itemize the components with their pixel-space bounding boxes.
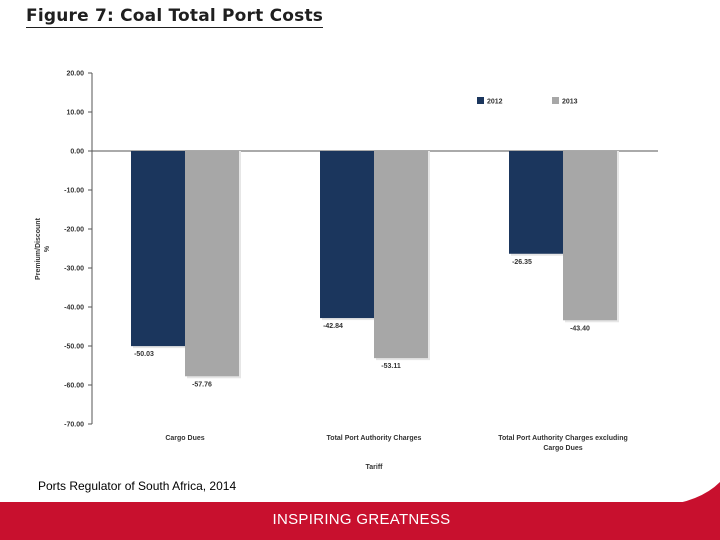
y-axis-title: % xyxy=(44,245,51,252)
data-label: -43.40 xyxy=(570,325,590,332)
y-tick-label: 20.00 xyxy=(66,71,84,78)
y-tick-label: 0.00 xyxy=(70,149,84,156)
y-axis-title: Premium/Discount xyxy=(35,217,42,280)
data-label: -57.76 xyxy=(192,381,212,388)
x-axis-title: Tariff xyxy=(366,464,384,471)
bar-chart: 20.00 10.00 0.00 -10.00 -20.00 -30.00 -40.00 -5… xyxy=(35,71,658,471)
y-tick-label: -10.00 xyxy=(64,188,84,195)
x-axis-categories: Cargo Dues Total Port Authority Charges To… xyxy=(165,435,627,452)
footer-bar xyxy=(0,502,720,540)
x-category-label: Total Port Authority Charges xyxy=(327,435,422,442)
data-label: -26.35 xyxy=(512,259,532,266)
bar-2012-3 xyxy=(509,151,563,254)
y-tick-label: -70.00 xyxy=(64,422,84,429)
figure-title: Figure 7: Coal Total Port Costs xyxy=(26,6,324,28)
bar-2013-2 xyxy=(374,151,428,359)
axis-titles: Tariff Premium/Discount% xyxy=(35,217,383,471)
legend-label-2013: 2013 xyxy=(562,99,578,106)
bar-2013-3 xyxy=(563,151,617,321)
legend-label-2012: 2012 xyxy=(487,99,503,106)
data-label: -53.11 xyxy=(381,363,401,370)
bar-2012-2 xyxy=(320,151,374,319)
bars xyxy=(131,151,619,379)
y-tick-label: 10.00 xyxy=(66,110,84,117)
footer-curve-decoration xyxy=(660,482,720,506)
legend-swatch-2012 xyxy=(477,97,484,104)
footer-slogan: INSPIRING GREATNESS xyxy=(272,511,451,528)
y-tick-label: -40.00 xyxy=(64,305,84,312)
y-tick-label: -30.00 xyxy=(64,266,84,273)
legend-swatch-2013 xyxy=(552,97,559,104)
y-tick-label: -20.00 xyxy=(64,227,84,234)
legend: 2012 2013 xyxy=(477,97,578,106)
x-category-label: Total Port Authority Charges excluding xyxy=(498,435,628,442)
bar-2012-1 xyxy=(131,151,185,347)
source-note: Ports Regulator of South Africa, 2014 xyxy=(38,479,237,493)
x-category-label: Cargo Dues xyxy=(543,445,582,452)
y-tick-label: -50.00 xyxy=(64,344,84,351)
data-label: -42.84 xyxy=(323,323,343,330)
bar-2013-1 xyxy=(185,151,239,377)
data-labels: -50.03 -57.76 -42.84 -53.11 -26.35 -43.40 xyxy=(134,259,590,388)
y-tick-label: -60.00 xyxy=(64,383,84,390)
data-label: -50.03 xyxy=(134,351,154,358)
x-category-label: Cargo Dues xyxy=(165,435,204,442)
